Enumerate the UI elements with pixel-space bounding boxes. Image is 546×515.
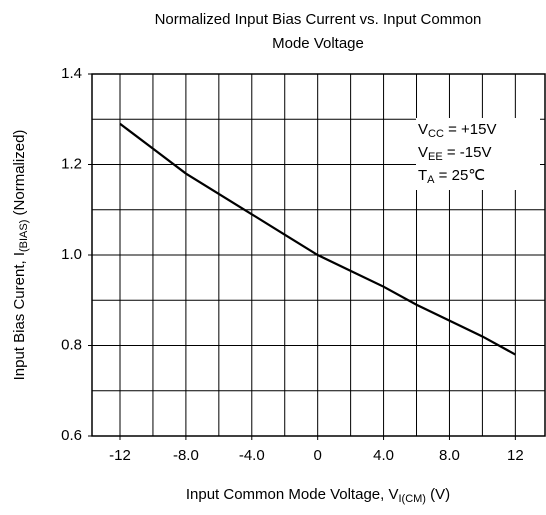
y-tick-label: 0.8	[61, 336, 82, 353]
x-axis-label: Input Common Mode Voltage, VI(CM) (V)	[186, 486, 450, 505]
chart-title: Mode Voltage	[272, 35, 364, 52]
x-tick-label: -4.0	[239, 447, 265, 464]
y-axis-label-rest: (Normalized)	[11, 130, 28, 220]
y-axis-label: Input Bias Curent, I(BIAS) (Normalized)	[11, 130, 30, 381]
x-tick-label: 4.0	[373, 447, 394, 464]
annotation-rest: = 25℃	[435, 167, 486, 184]
x-axis-label-rest: (V)	[426, 486, 450, 503]
y-tick-label: 1.2	[61, 155, 82, 172]
line	[119, 122, 516, 356]
annotation-rest: = +15V	[444, 121, 497, 138]
annotation-sub: CC	[428, 128, 444, 140]
y-axis-label-sub: (BIAS)	[18, 220, 30, 252]
x-tick-label: 12	[507, 447, 524, 464]
annotation-main: T	[418, 167, 427, 184]
annotation: VCC = +15V	[418, 121, 496, 140]
annotation-main: V	[418, 144, 428, 161]
x-axis-label-main: Input Common Mode Voltage, V	[186, 486, 399, 503]
x-tick-label: 8.0	[439, 447, 460, 464]
annotation: TA = 25℃	[418, 167, 485, 186]
x-tick-label: -8.0	[173, 447, 199, 464]
annotation-rest: = -15V	[443, 144, 492, 161]
y-axis-label-main: Input Bias Curent, I	[11, 252, 28, 380]
y-tick-label: 0.6	[61, 427, 82, 444]
chart-title: Normalized Input Bias Current vs. Input …	[155, 11, 482, 28]
y-tick-label: 1.0	[61, 246, 82, 263]
annotation: VEE = -15V	[418, 144, 491, 163]
annotation-sub: A	[427, 174, 435, 186]
annotation-sub: EE	[428, 151, 443, 163]
x-tick-label: -12	[109, 447, 131, 464]
annotation-main: V	[418, 121, 428, 138]
annotation-box	[416, 118, 540, 190]
y-tick-label: 1.4	[61, 65, 82, 82]
x-axis-label-sub: I(CM)	[398, 493, 426, 505]
x-tick-label: 0	[314, 447, 322, 464]
